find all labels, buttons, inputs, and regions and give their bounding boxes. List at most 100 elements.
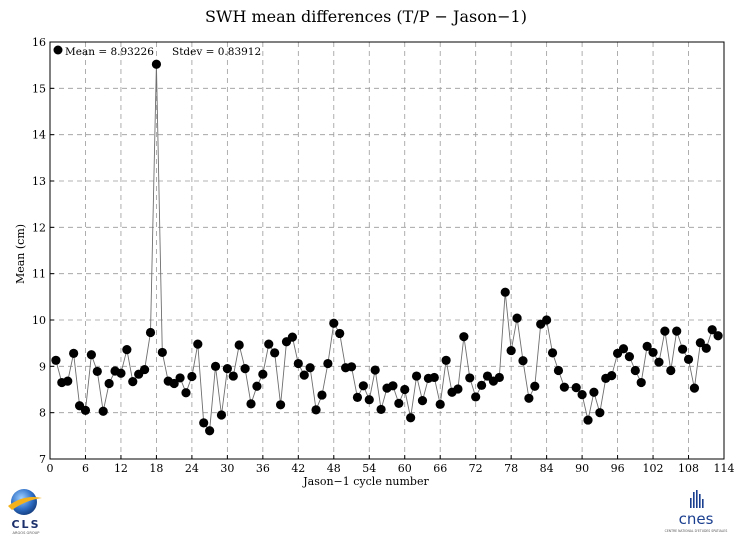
y-tick-label: 13 [32, 175, 46, 188]
data-point [199, 418, 209, 428]
x-tick-label: 114 [714, 462, 735, 475]
data-point [553, 365, 564, 376]
data-point [683, 354, 694, 364]
data-point [364, 395, 374, 405]
data-point [299, 370, 309, 380]
data-point [406, 413, 416, 423]
data-point [86, 350, 96, 360]
data-series [51, 59, 723, 436]
data-point [323, 358, 333, 369]
x-tick-label: 72 [469, 462, 483, 475]
data-point [666, 365, 676, 376]
data-point [157, 347, 167, 358]
data-point [394, 398, 404, 408]
y-tick-label: 11 [32, 268, 46, 281]
data-point [252, 381, 262, 391]
data-point [275, 400, 286, 410]
x-tick-label: 24 [185, 462, 199, 475]
legend-mean-label: Mean = 8.93226 [65, 46, 154, 58]
data-point [595, 408, 605, 418]
data-point [98, 406, 108, 416]
data-point [707, 325, 717, 335]
data-point [293, 358, 303, 369]
y-tick-label: 9 [39, 360, 46, 373]
cls-logo: CLS ARGOS GROUP [8, 489, 42, 535]
y-tick-label: 10 [32, 314, 46, 327]
x-tick-label: 84 [540, 462, 554, 475]
data-point [524, 393, 534, 403]
data-point [411, 371, 422, 381]
data-point [388, 381, 398, 391]
data-point [654, 357, 664, 367]
data-point [713, 331, 723, 341]
data-point [122, 345, 132, 355]
data-point [471, 392, 481, 402]
data-point [530, 381, 540, 391]
data-point [329, 318, 339, 328]
grid-lines [50, 42, 724, 459]
data-point [216, 410, 227, 420]
data-point [317, 390, 327, 400]
data-point [512, 313, 522, 323]
x-tick-label: 108 [678, 462, 699, 475]
data-point [264, 339, 274, 349]
data-point [92, 366, 102, 377]
x-tick-label: 54 [362, 462, 376, 475]
x-tick-label: 18 [149, 462, 163, 475]
data-point [636, 377, 646, 388]
data-point [583, 415, 593, 425]
data-point [441, 355, 451, 365]
data-point [169, 378, 179, 389]
data-point [240, 364, 250, 374]
data-point [175, 373, 185, 383]
data-point [104, 378, 114, 389]
data-point [151, 59, 162, 69]
plot-area [49, 41, 725, 460]
data-point [352, 392, 363, 402]
data-point [193, 339, 203, 349]
data-point [287, 332, 298, 342]
x-tick-label: 48 [327, 462, 341, 475]
data-point [222, 364, 232, 374]
chart-title: SWH mean differences (T/P − Jason−1) [205, 7, 527, 26]
data-point [187, 371, 197, 382]
x-tick-label: 96 [611, 462, 625, 475]
data-point [400, 384, 410, 395]
cls-logo-text: CLS [11, 518, 40, 531]
data-point [678, 344, 688, 354]
data-point [51, 355, 61, 365]
data-point [660, 326, 670, 336]
x-tick-label: 30 [220, 462, 234, 475]
data-point [577, 389, 587, 400]
axis-ticks: 0 6 12 18 24 30 36 42 48 54 60 66 72 78 84 90 96 102 108 11… [32, 36, 735, 475]
data-point [695, 338, 705, 348]
data-point [205, 426, 215, 436]
data-point [116, 368, 126, 378]
x-tick-label: 90 [575, 462, 589, 475]
y-tick-label: 7 [39, 453, 46, 466]
x-tick-label: 78 [504, 462, 518, 475]
cnes-emblem-icon [690, 490, 704, 508]
x-tick-label: 66 [433, 462, 447, 475]
data-point [429, 372, 439, 383]
x-tick-label: 12 [114, 462, 128, 475]
data-point [542, 315, 552, 325]
data-point [63, 376, 73, 386]
data-point [246, 399, 256, 409]
y-tick-label: 12 [32, 221, 46, 234]
data-point [630, 365, 640, 376]
y-tick-label: 14 [32, 129, 46, 142]
y-axis-label: Mean (cm) [14, 224, 27, 284]
data-point [69, 348, 79, 358]
data-point [476, 380, 487, 390]
data-point [618, 344, 629, 354]
data-point [376, 404, 386, 415]
data-point [607, 371, 617, 381]
x-tick-label: 36 [256, 462, 270, 475]
data-point [346, 362, 357, 372]
x-tick-label: 0 [47, 462, 54, 475]
cls-logo-caption: ARGOS GROUP [13, 531, 41, 535]
cnes-logo-caption: CENTRE NATIONAL D'ETUDES SPATIALES [665, 529, 728, 533]
data-point [589, 387, 599, 397]
